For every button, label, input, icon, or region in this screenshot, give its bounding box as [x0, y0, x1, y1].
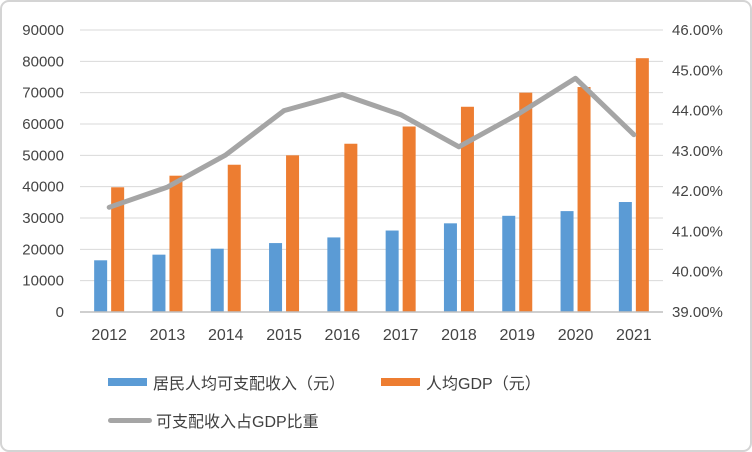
x-axis-category-label: 2020: [558, 327, 594, 344]
left-axis-tick-label: 10000: [22, 273, 64, 290]
x-axis-category-label: 2016: [325, 327, 361, 344]
x-axis-category-label: 2015: [266, 327, 302, 344]
left-axis-tick-label: 0: [56, 304, 64, 321]
left-axis-tick-label: 60000: [22, 116, 64, 133]
right-axis-tick-label: 44.00%: [672, 103, 723, 120]
right-axis-tick-label: 43.00%: [672, 143, 723, 160]
x-axis-category-label: 2018: [441, 327, 477, 344]
gdp-bar-2018: [460, 106, 474, 313]
right-axis-tick-label: 42.00%: [672, 183, 723, 200]
legend-label-income: 居民人均可支配收入（元）: [153, 376, 346, 393]
right-axis-tick-label: 41.00%: [672, 223, 723, 240]
right-axis-tick-label: 40.00%: [672, 264, 723, 281]
x-axis-category-label: 2013: [150, 327, 186, 344]
gdp-bar-2021: [635, 58, 649, 313]
left-axis-tick-label: 50000: [22, 147, 64, 164]
legend-item-ratio: 可支配收入占GDP比重: [108, 408, 319, 432]
left-axis-tick-label: 40000: [22, 179, 64, 196]
x-axis-category-label: 2019: [499, 327, 535, 344]
gdp-bar-2014: [227, 164, 241, 312]
income-bar-2021: [618, 202, 632, 312]
left-axis-tick-label: 30000: [22, 210, 64, 227]
x-axis-category-label: 2012: [91, 327, 127, 344]
left-axis-tick-label: 80000: [22, 53, 64, 70]
gdp-bar-2019: [519, 92, 533, 313]
income-bar-2017: [385, 230, 399, 312]
income-bar-2020: [560, 211, 574, 312]
legend-item-income: 居民人均可支配收入（元）: [108, 370, 345, 394]
left-axis-tick-label: 90000: [22, 22, 64, 39]
x-axis-category-label: 2021: [616, 327, 652, 344]
income-bar-2018: [443, 223, 457, 312]
ratio-series-swatch: [108, 417, 152, 423]
right-axis-tick-label: 39.00%: [672, 304, 723, 321]
x-axis-category-label: 2017: [383, 327, 419, 344]
left-axis-tick-label: 70000: [22, 85, 64, 102]
legend-label-gdp: 人均GDP（元）: [426, 376, 541, 393]
legend-label-ratio: 可支配收入占GDP比重: [156, 414, 319, 431]
income-bar-2013: [152, 254, 166, 312]
gdp-bar-2017: [402, 126, 416, 312]
left-axis-tick-label: 20000: [22, 241, 64, 258]
gdp-bar-2013: [169, 175, 183, 312]
ratio-line: [106, 75, 637, 210]
income-bar-2014: [210, 248, 224, 312]
right-axis-tick-label: 45.00%: [672, 62, 723, 79]
chart-legend: 居民人均可支配收入（元） 人均GDP（元） 可支配收入占GDP比重: [108, 370, 541, 446]
legend-item-gdp: 人均GDP（元）: [381, 370, 541, 394]
income-bar-2012: [94, 260, 108, 312]
gdp-bar-2020: [577, 87, 591, 312]
income-bar-2015: [269, 243, 283, 312]
gdp-bar-2016: [344, 143, 358, 312]
gdp-series-swatch: [381, 378, 421, 386]
x-axis-category-label: 2014: [208, 327, 244, 344]
legend-row-2: 可支配收入占GDP比重: [108, 408, 541, 432]
gdp-bar-2015: [286, 155, 300, 312]
income-series-swatch: [108, 378, 147, 386]
right-axis-tick-label: 46.00%: [672, 22, 723, 39]
legend-row-1: 居民人均可支配收入（元） 人均GDP（元）: [108, 370, 541, 394]
income-bar-2016: [327, 237, 341, 312]
income-bar-2019: [502, 215, 516, 312]
gdp-bar-2012: [111, 187, 125, 312]
